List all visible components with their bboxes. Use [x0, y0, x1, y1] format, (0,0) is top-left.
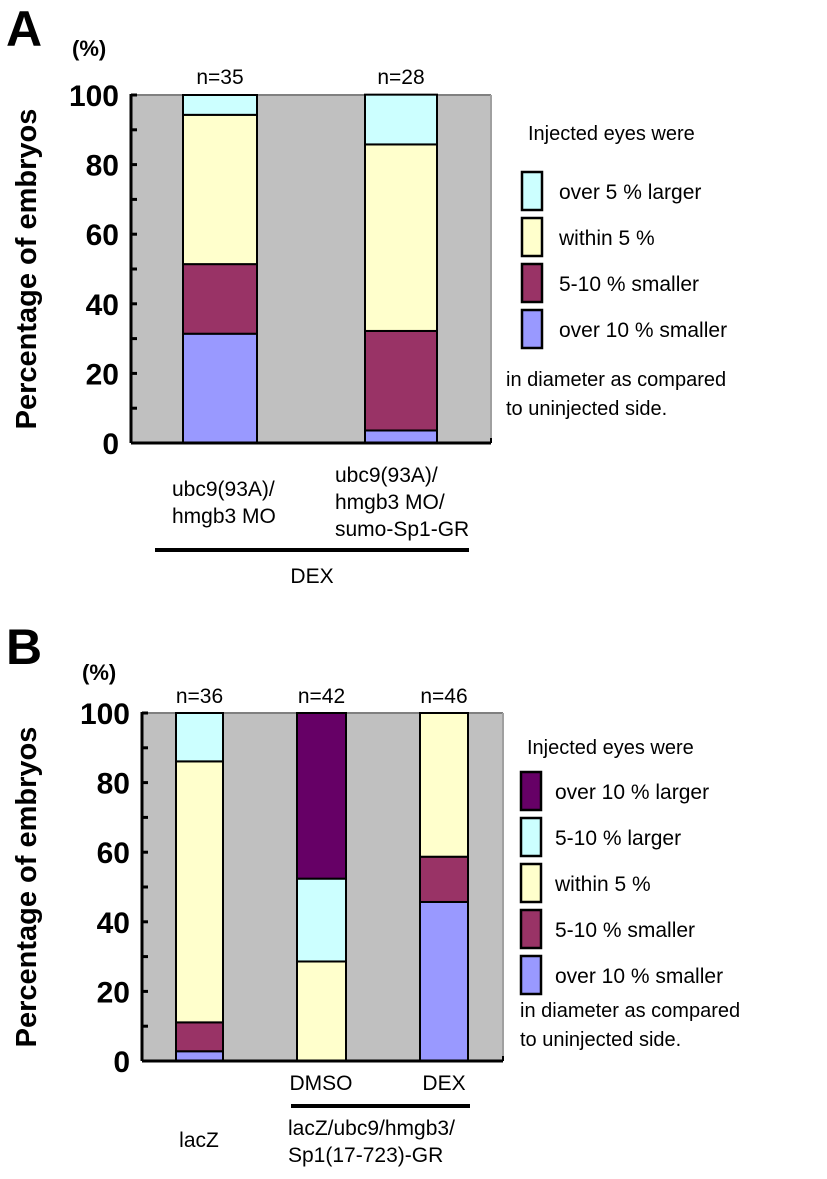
y-tick-label: 40	[97, 907, 130, 940]
bar-segment-within-5	[182, 113, 258, 266]
legend-label: within 5 %	[554, 873, 651, 896]
legend-label: over 10 % smaller	[559, 319, 727, 342]
legend-swatch-over-10-smaller	[520, 308, 544, 350]
y-tick-label: 60	[97, 837, 130, 870]
panel-b-plot-area: n=36 n=42 n=46 0 20 40 60 80 100	[80, 685, 504, 1079]
legend-note-line: to uninjected side.	[520, 1029, 681, 1051]
panel-a-legend: Injected eyes were over 5 % larger within …	[506, 123, 727, 420]
bar-segment-over-10-smaller	[419, 900, 469, 1062]
y-tick-label: 100	[80, 698, 130, 731]
bar-segment-over-5-larger	[364, 93, 438, 146]
panel-a-letter: A	[6, 1, 42, 57]
bar-segment-within-5	[419, 712, 469, 858]
legend-label: over 5 % larger	[559, 181, 701, 204]
bar-segment-over-5-larger	[182, 94, 258, 116]
bar-segment-5-10-smaller	[364, 329, 438, 432]
bar-segment-within-5	[175, 760, 224, 1024]
y-tick-label: 80	[97, 768, 130, 801]
panel-a-x-category-1-line-2: hmgb3 MO	[172, 505, 276, 528]
bar-segment-over-10-smaller	[182, 332, 258, 444]
panel-a-plot-area: n=35 n=28 0 20 40 60 80 100	[69, 66, 492, 461]
y-tick-label: 80	[86, 150, 119, 183]
legend-swatch-5-10-smaller	[519, 908, 543, 950]
panel-a-x-category-2-line-2: hmgb3 MO/	[335, 491, 445, 514]
panel-b-legend: Injected eyes were over 10 % larger 5-10 %…	[519, 737, 740, 1051]
panel-a: A (%) Percentage of embryos n=35 n=28 0 20 4…	[6, 1, 727, 588]
legend-title: Injected eyes were	[528, 123, 695, 145]
panel-b: B (%) Percentage of embryos n=36 n=42 n=46…	[6, 619, 740, 1167]
legend-note-line: in diameter as compared	[506, 369, 726, 391]
legend-swatch-within-5	[520, 216, 544, 258]
panel-b-group-label-line-1: lacZ/ubc9/hmgb3/	[288, 1117, 455, 1140]
y-tick-label: 20	[97, 976, 130, 1009]
n-label: n=46	[420, 685, 467, 708]
bar-segment-5-10-smaller	[182, 263, 258, 335]
y-tick-label: 100	[69, 80, 119, 113]
n-label: n=36	[176, 685, 223, 708]
panel-a-group-label: DEX	[290, 565, 333, 588]
legend-label: over 10 % smaller	[555, 965, 723, 988]
panel-a-unit-label: (%)	[72, 36, 106, 61]
n-label: n=28	[377, 66, 424, 89]
legend-note-line: to uninjected side.	[506, 398, 667, 420]
bar-segment-over-10-larger	[296, 712, 347, 880]
y-tick-label: 60	[86, 219, 119, 252]
panel-b-letter: B	[6, 619, 42, 675]
y-tick-label: 20	[86, 358, 119, 391]
bar-segment-5-10-larger	[175, 712, 224, 763]
bar-segment-within-5	[296, 960, 347, 1062]
legend-swatch-over-10-smaller	[519, 954, 543, 996]
legend-swatch-within-5	[519, 862, 543, 904]
legend-note-line: in diameter as compared	[520, 1000, 740, 1022]
panel-a-x-category-2-line-3: sumo-Sp1-GR	[335, 518, 469, 541]
panel-b-y-axis-label: Percentage of embryos	[11, 727, 43, 1048]
panel-a-x-category-1-line-1: ubc9(93A)/	[172, 478, 275, 501]
legend-swatch-over-10-larger	[519, 770, 543, 812]
legend-label: over 10 % larger	[555, 781, 709, 804]
legend-label: 5-10 % smaller	[559, 273, 699, 296]
panel-b-group-label-line-2: Sp1(17-723)-GR	[288, 1144, 443, 1167]
bar-segment-over-10-smaller	[364, 429, 438, 444]
legend-label: 5-10 % smaller	[555, 919, 695, 942]
legend-label: within 5 %	[558, 227, 655, 250]
n-label: n=42	[298, 685, 345, 708]
panel-a-y-axis-label: Percentage of embryos	[11, 109, 43, 430]
bar-segment-within-5	[364, 143, 438, 332]
y-tick-label: 40	[86, 289, 119, 322]
panel-a-x-category-2-line-1: ubc9(93A)/	[335, 464, 438, 487]
legend-label: 5-10 % larger	[555, 827, 681, 850]
bar-segment-5-10-smaller	[419, 855, 469, 903]
legend-swatch-5-10-smaller	[520, 262, 544, 304]
y-tick-label: 0	[113, 1046, 130, 1079]
legend-swatch-over-5-larger	[520, 170, 544, 212]
legend-title: Injected eyes were	[527, 737, 694, 759]
bar-segment-5-10-larger	[296, 877, 347, 963]
panel-b-x-category-dmso: DMSO	[290, 1072, 353, 1095]
y-tick-label: 0	[102, 428, 119, 461]
panel-b-x-category-lacz: lacZ	[179, 1129, 219, 1152]
legend-swatch-5-10-larger	[519, 816, 543, 858]
bar-segment-5-10-smaller	[175, 1021, 224, 1053]
panel-b-unit-label: (%)	[82, 660, 116, 685]
panel-b-x-category-dex: DEX	[422, 1072, 465, 1095]
n-label: n=35	[196, 66, 243, 89]
